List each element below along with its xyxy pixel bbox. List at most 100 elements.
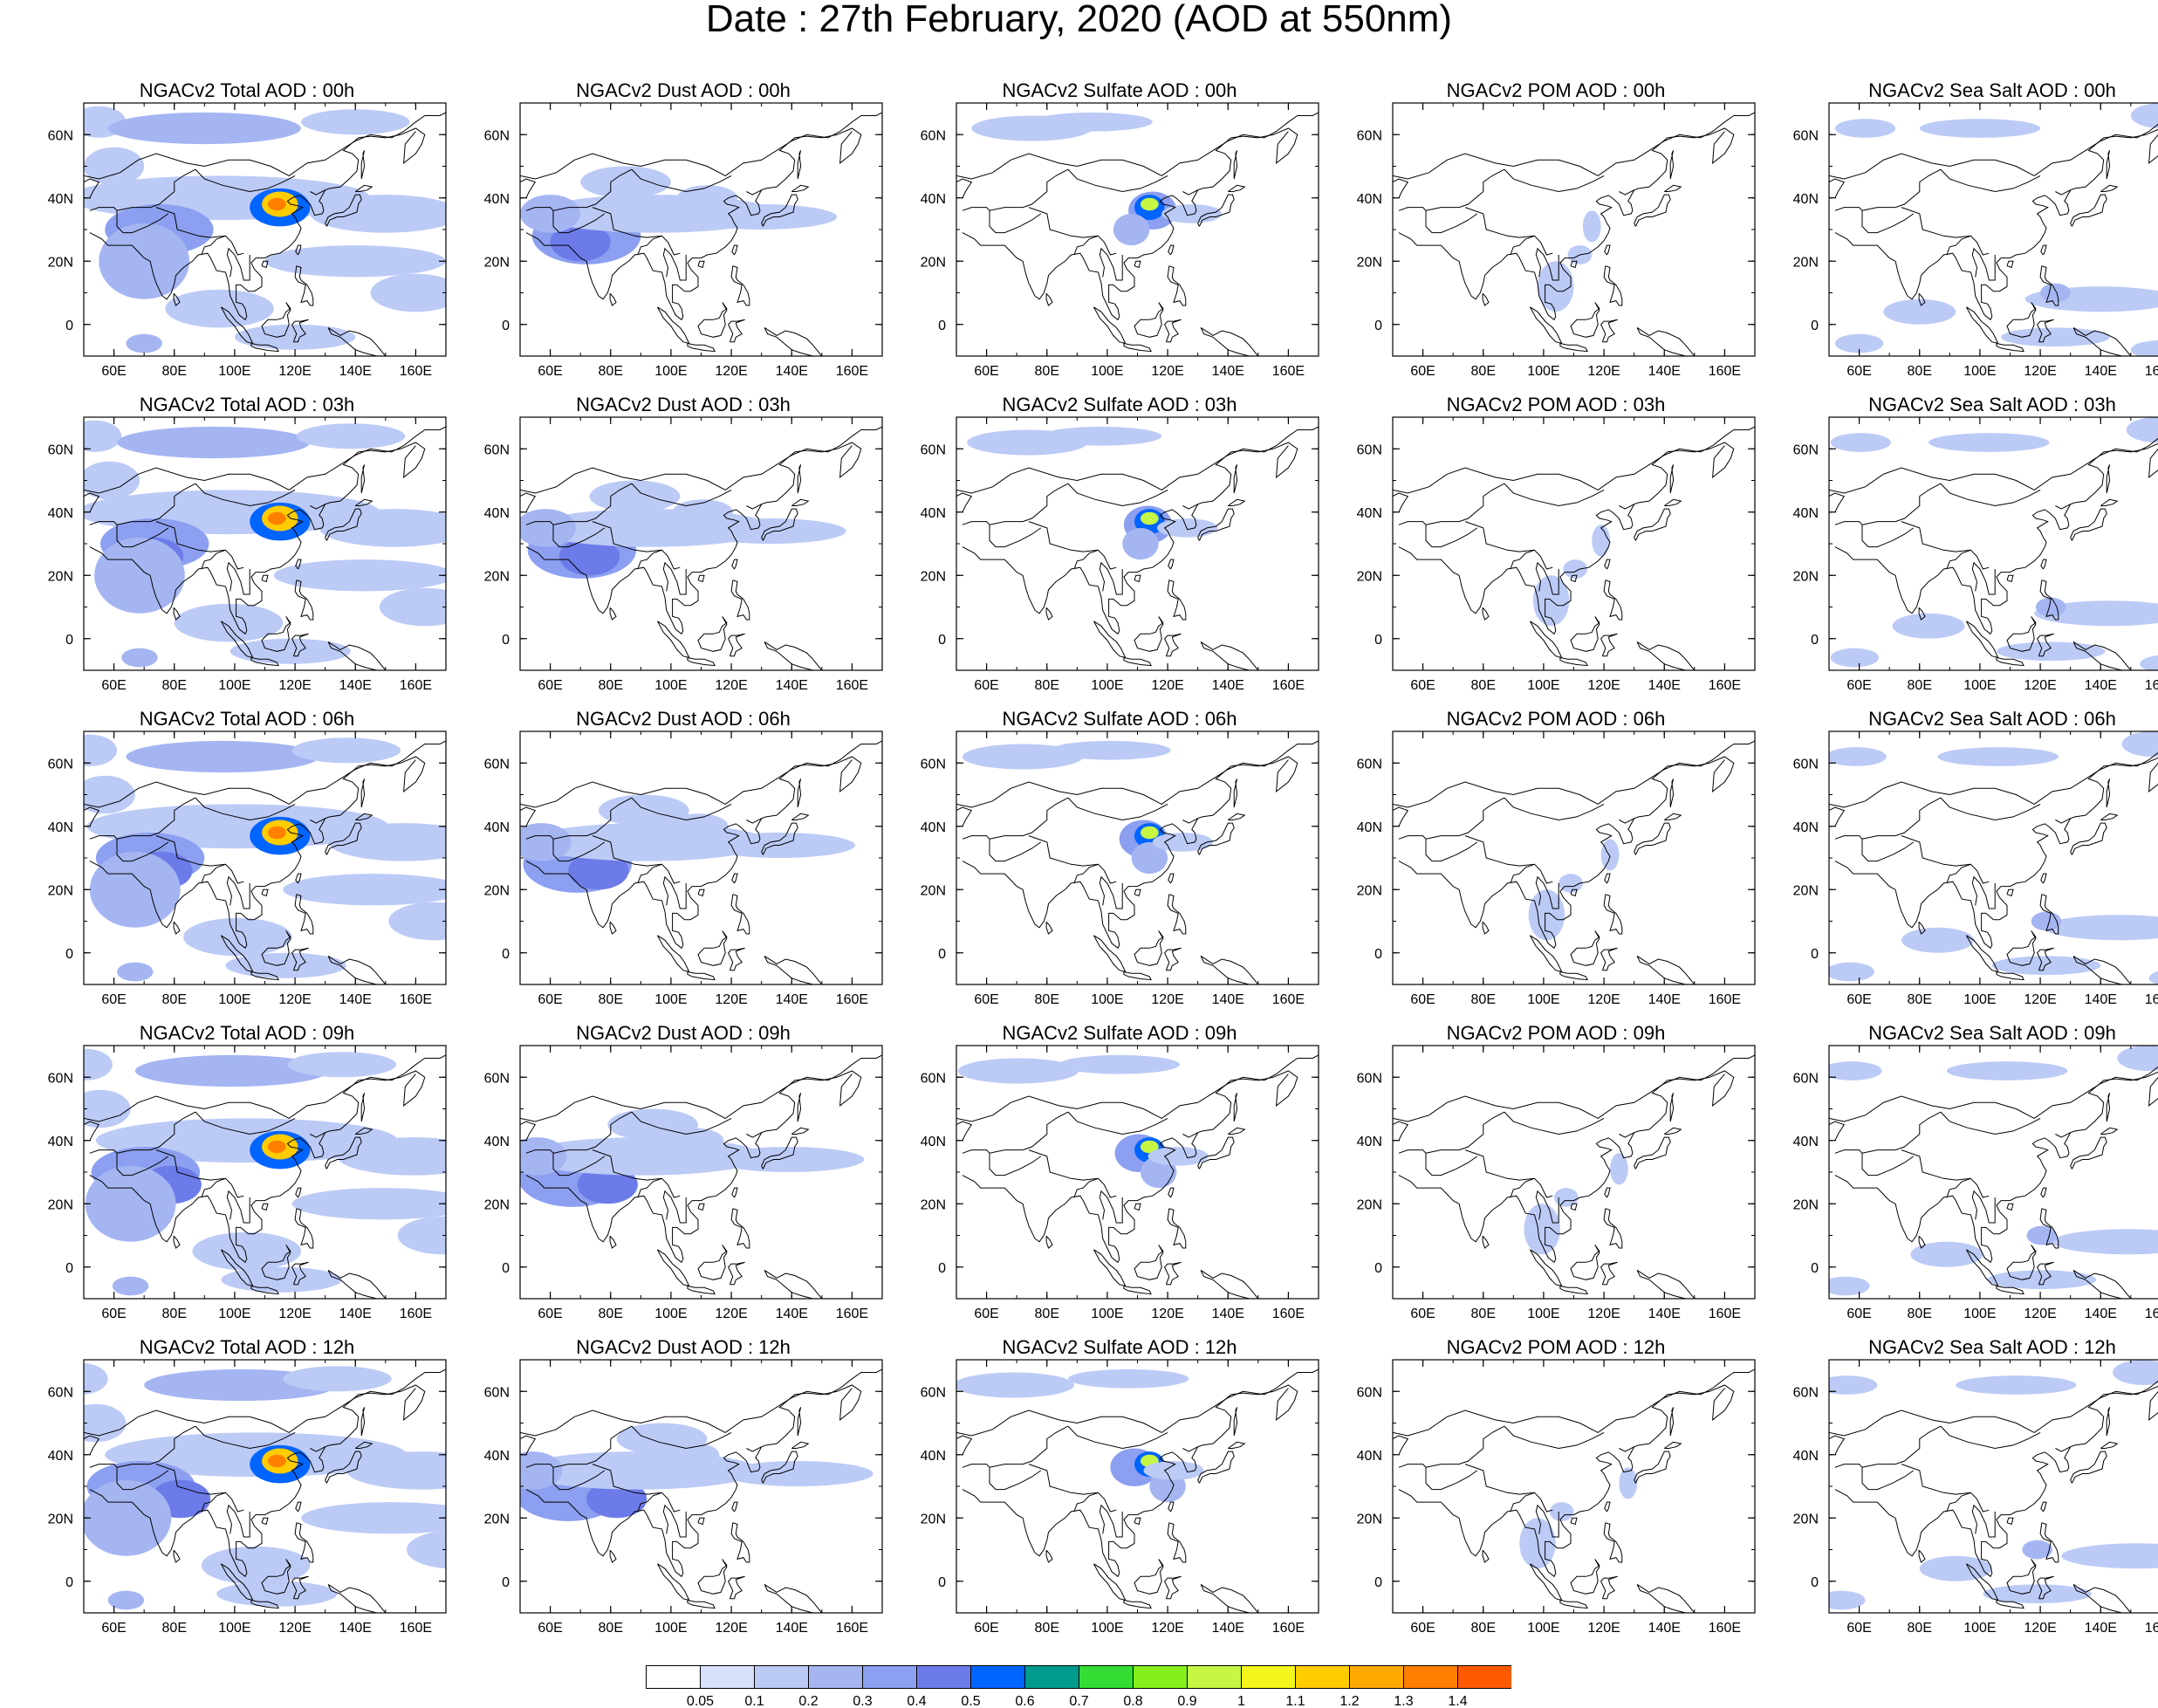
lat-tick-label: 20N — [48, 883, 73, 898]
coastline — [2106, 1407, 2111, 1437]
lon-tick-label: 160E — [1272, 1307, 1305, 1321]
lon-tick-label: 80E — [599, 1621, 623, 1636]
coastline — [2100, 1441, 2119, 1449]
coastline — [355, 1127, 373, 1135]
coastline — [1543, 254, 1559, 281]
coastline — [116, 168, 196, 211]
lon-tick-label: 120E — [715, 364, 747, 379]
lon-tick-label: 120E — [1151, 1621, 1183, 1636]
aod-shading — [267, 511, 286, 525]
aod-shading — [84, 1403, 127, 1443]
lon-tick-label: 60E — [101, 992, 126, 1007]
lon-tick-label: 60E — [101, 1307, 126, 1321]
lon-tick-label: 100E — [1091, 992, 1123, 1007]
lon-tick-label: 100E — [218, 678, 250, 693]
coastline — [525, 1149, 554, 1154]
coastline — [1669, 464, 1675, 494]
coastline — [1901, 1464, 1971, 1495]
lat-tick-label: 40N — [1357, 1449, 1382, 1464]
map-plot: 60E 80E 100E 120E 140E 160E 60N 40N 20N 0 — [1793, 1045, 2158, 1321]
coastline — [520, 740, 882, 808]
aod-shading — [310, 195, 446, 233]
aod-shading — [1563, 559, 1588, 579]
aod-shading — [2126, 417, 2158, 442]
aod-shading — [1983, 1584, 2092, 1604]
coastline — [1106, 254, 1123, 281]
coastline — [261, 1203, 269, 1211]
coastline — [989, 1467, 1042, 1491]
aod-shading — [520, 823, 572, 861]
coastline — [525, 442, 862, 635]
lat-tick-label: 60N — [1357, 128, 1382, 143]
coastline — [1664, 1441, 1682, 1449]
lat-tick-label: 20N — [484, 883, 510, 898]
aod-shading — [2061, 1543, 2158, 1569]
lon-tick-label: 100E — [1963, 1307, 1996, 1321]
coastline — [89, 756, 426, 950]
lon-tick-label: 120E — [1151, 992, 1183, 1007]
coastline — [1619, 1446, 1634, 1452]
coastline — [761, 194, 798, 227]
coastline — [1099, 875, 1108, 906]
coastline — [1664, 498, 1682, 506]
lon-tick-label: 100E — [1963, 1621, 1996, 1636]
lat-tick-label: 20N — [48, 1512, 73, 1526]
lat-tick-label: 20N — [921, 1197, 946, 1212]
lat-tick-label: 60N — [484, 1071, 510, 1086]
coastline — [1669, 150, 1675, 180]
coastline — [1464, 1149, 1535, 1181]
coastline — [1504, 797, 1605, 821]
aod-shading — [1829, 962, 1874, 982]
lon-tick-label: 160E — [836, 678, 868, 693]
coastline — [2006, 1517, 2014, 1526]
lat-tick-label: 20N — [1357, 1512, 1382, 1526]
panel-title: NGACv2 Dust AOD : 06h — [576, 708, 791, 730]
map-plot: 60E 80E 100E 120E 140E 160E 60N 40N 20N 0 — [48, 1045, 447, 1321]
coastline — [291, 319, 309, 343]
aod-shading — [121, 648, 158, 668]
coastline — [989, 168, 1069, 211]
coastline — [1979, 254, 1996, 281]
coastline — [295, 559, 302, 570]
coastline — [1971, 875, 1981, 906]
map-plot: 60E 80E 100E 120E 140E 160E 60N 40N 20N 0 — [484, 1359, 883, 1636]
coastline — [1901, 1149, 1971, 1181]
aod-shading — [1919, 119, 2041, 138]
map-panel-sulfate-3: NGACv2 Sulfate AOD : 09h 60E 80E 100E 120E 14… — [915, 1023, 1325, 1330]
lat-tick-label: 40N — [1357, 820, 1382, 835]
lon-tick-label: 60E — [1846, 1307, 1871, 1321]
coastline — [1996, 971, 2024, 981]
map-panel-dust-2: NGACv2 Dust AOD : 06h 60E 80E 100E 120E 140E 1… — [478, 709, 888, 1016]
lon-tick-label: 60E — [538, 678, 562, 693]
coastline — [1134, 302, 1164, 338]
lon-tick-label: 140E — [776, 1621, 808, 1636]
coastline — [764, 1269, 823, 1299]
coastline — [360, 779, 366, 808]
lat-tick-label: 40N — [484, 820, 510, 835]
map-plot: 60E 80E 100E 120E 140E 160E 60N 40N 20N 0 — [48, 102, 447, 379]
coastline — [731, 559, 738, 570]
aod-shading — [301, 109, 410, 135]
coastline — [1182, 818, 1198, 824]
map-plot: 60E 80E 100E 120E 140E 160E 60N 40N 20N 0 — [1357, 731, 1756, 1007]
coastline — [637, 1177, 681, 1198]
coastline — [662, 247, 672, 278]
colorbar-label: 0.1 — [744, 1694, 764, 1708]
coastline — [360, 1407, 366, 1437]
coastline — [1918, 1235, 1926, 1249]
aod-shading — [568, 851, 629, 890]
lat-tick-label: 0 — [502, 319, 510, 333]
lon-tick-label: 140E — [339, 1621, 372, 1636]
coastline — [1669, 779, 1675, 808]
aod-shading — [201, 1546, 311, 1585]
lat-tick-label: 40N — [484, 1135, 510, 1149]
panel-title: NGACv2 Total AOD : 12h — [139, 1336, 355, 1358]
coastline — [791, 498, 810, 506]
lon-tick-label: 140E — [2085, 1307, 2117, 1321]
coastline — [1028, 207, 1099, 238]
coastline — [1570, 1559, 1600, 1595]
coastline — [1996, 343, 2024, 353]
coastline — [155, 207, 226, 238]
coastline — [1099, 1190, 1108, 1220]
coastline — [2037, 947, 2054, 971]
